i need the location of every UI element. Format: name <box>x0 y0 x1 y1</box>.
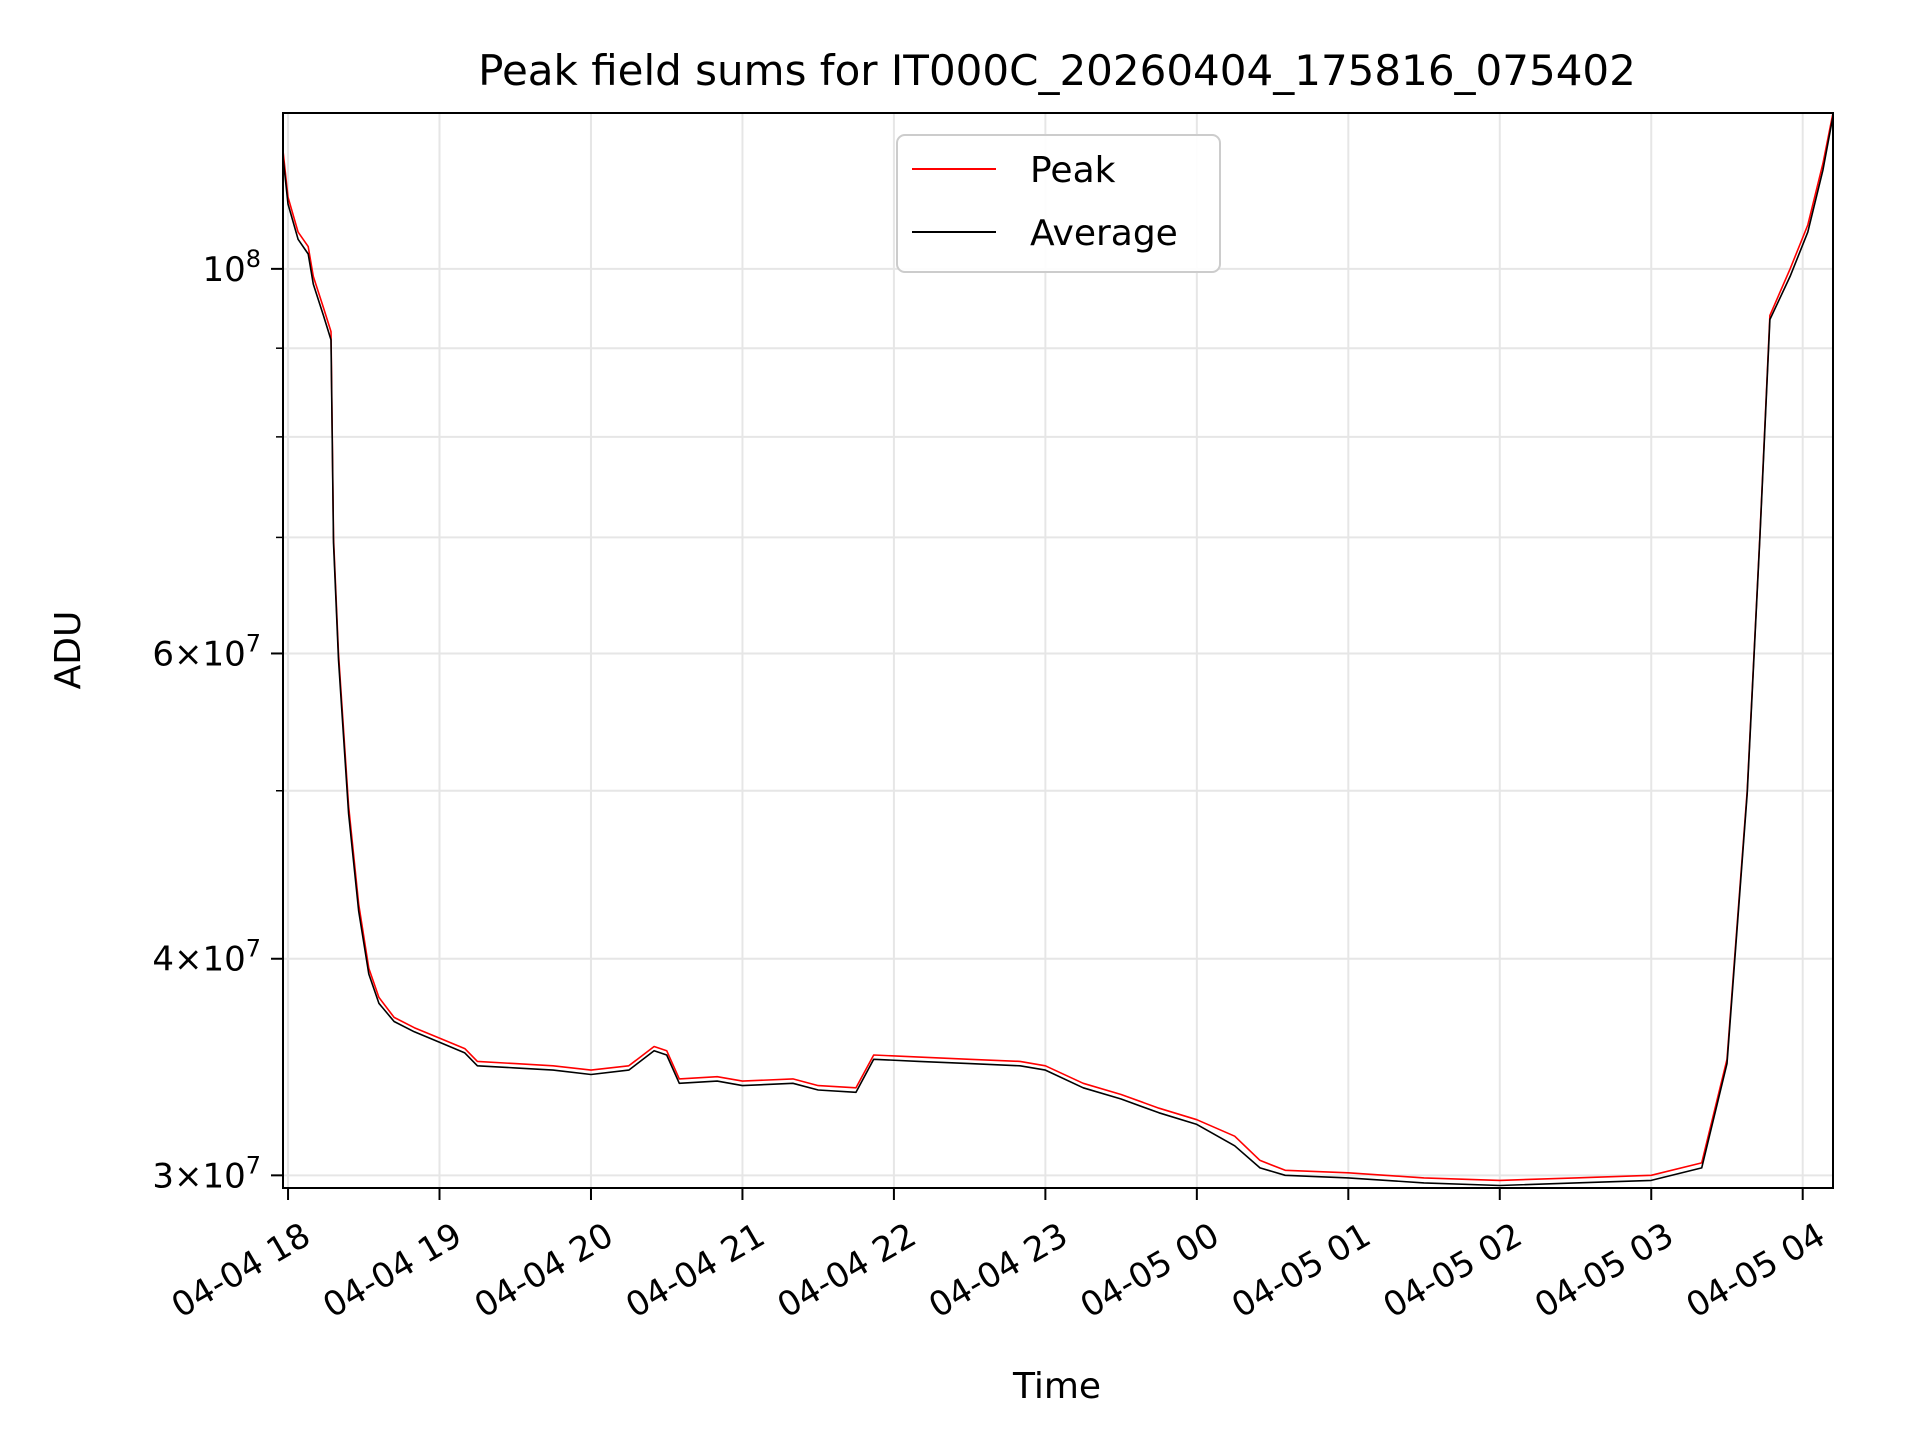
y-tick-label: 6×107 <box>152 629 261 674</box>
legend: Peak Average <box>896 134 1221 273</box>
y-tick-label: 4×107 <box>152 935 261 980</box>
y-axis: 3×107 4×107 6×107 108 <box>152 245 283 1196</box>
y-tick-label: 3×107 <box>152 1151 261 1196</box>
plot-frame <box>282 112 1834 1189</box>
series-line-average <box>282 115 1834 1187</box>
x-axis-label: Time <box>1012 1366 1101 1407</box>
legend-label-average: Average <box>1030 213 1178 254</box>
legend-label-peak: Peak <box>1030 150 1116 191</box>
y-tick-label: 108 <box>202 245 261 290</box>
chart-title: Peak field sums for IT000C_20260404_1758… <box>478 46 1636 95</box>
series-lines <box>282 112 1834 1187</box>
y-axis-label: ADU <box>48 611 89 690</box>
